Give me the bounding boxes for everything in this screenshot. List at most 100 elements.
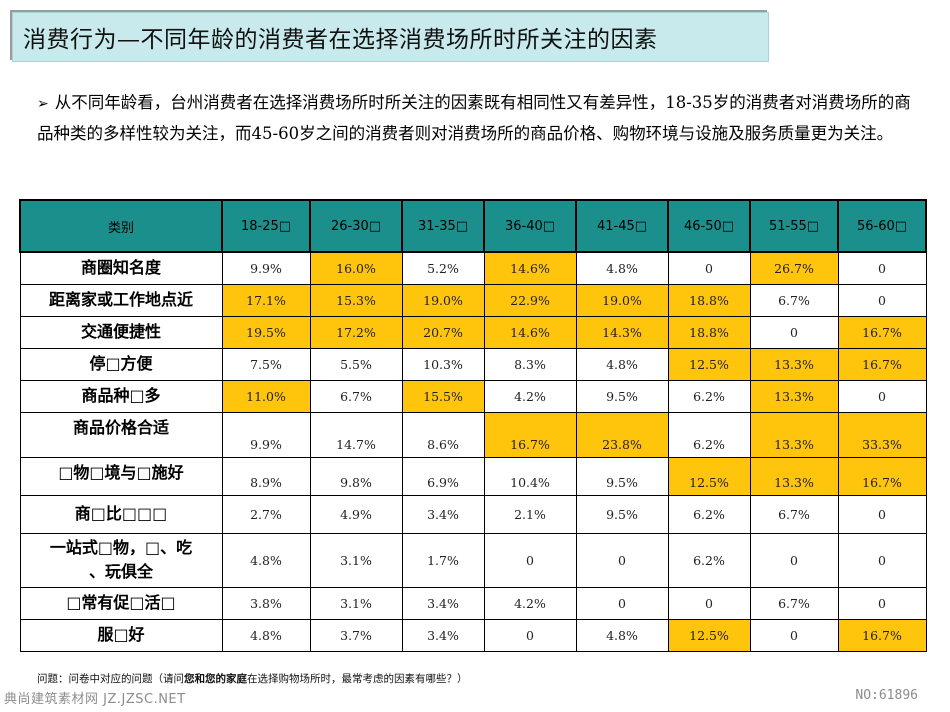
value-cell: 6.7% — [749, 283, 839, 317]
footnote-prefix: 问题：问卷中对应的问题（请问 — [37, 673, 184, 685]
value-cell: 9.9% — [221, 411, 311, 458]
value-cell: 10.3% — [401, 347, 485, 381]
footnote-suffix: 在选择购物场所时，最常考虑的因素有哪些？） — [247, 673, 468, 685]
watermark-number: NO:61896 — [855, 688, 918, 703]
value-cell: 0 — [837, 586, 927, 620]
header-age-group: 31-35□ — [401, 199, 485, 253]
value-cell: 2.1% — [483, 494, 577, 534]
value-cell: 13.3% — [749, 456, 839, 496]
value-cell: 2.7% — [221, 494, 311, 534]
value-cell: 6.2% — [667, 379, 751, 413]
value-cell: 9.8% — [309, 456, 403, 496]
header-category: 类别 — [19, 199, 223, 253]
value-cell: 9.5% — [575, 456, 669, 496]
value-cell: 3.1% — [309, 532, 403, 588]
value-cell: 4.9% — [309, 494, 403, 534]
footnote: 问题：问卷中对应的问题（请问您和您的家庭在选择购物场所时，最常考虑的因素有哪些？… — [37, 671, 468, 686]
title-banner-shadow: 消费行为—不同年龄的消费者在选择消费场所时所关注的因素 — [10, 10, 769, 62]
header-age-group: 51-55□ — [749, 199, 839, 253]
table-row: 距离家或工作地点近 17.1% 15.3% 19.0% 22.9% 19.0% 18.8% 6… — [19, 283, 927, 317]
table-row: 商品种□多 11.0% 6.7% 15.5% 4.2% 9.5% 6.2% 13.3% 0 — [19, 379, 927, 413]
value-cell: 4.8% — [221, 618, 311, 652]
value-cell: 16.7% — [483, 411, 577, 458]
value-cell: 13.3% — [749, 411, 839, 458]
value-cell: 4.8% — [575, 347, 669, 381]
value-cell: 3.4% — [401, 618, 485, 652]
value-cell: 33.3% — [837, 411, 927, 458]
value-cell: 14.3% — [575, 315, 669, 349]
table-row: 一站式□物，□、吃 、玩俱全 4.8% 3.1% 1.7% 0 0 6.2% 0 0 — [19, 532, 927, 588]
value-cell: 0 — [837, 283, 927, 317]
value-cell: 26.7% — [749, 251, 839, 285]
value-cell: 16.7% — [837, 315, 927, 349]
bullet-arrow-icon: ➢ — [37, 96, 49, 112]
footnote-bold: 您和您的家庭 — [184, 673, 247, 685]
table-row: 商品价格合适 9.9% 14.7% 8.6% 16.7% 23.8% 6.2% 13.3% 33… — [19, 411, 927, 458]
header-age-group: 26-30□ — [309, 199, 403, 253]
table-row: 交通便捷性 19.5% 17.2% 20.7% 14.6% 14.3% 18.8% 0 16.7… — [19, 315, 927, 349]
value-cell: 0 — [749, 532, 839, 588]
value-cell: 9.5% — [575, 379, 669, 413]
value-cell: 0 — [837, 379, 927, 413]
value-cell: 12.5% — [667, 456, 751, 496]
table-header-row: 类别 18-25□ 26-30□ 31-35□ 36-40□ 41-45□ 46-50□ 5… — [19, 199, 927, 253]
value-cell: 14.6% — [483, 251, 577, 285]
row-label: 交通便捷性 — [19, 315, 223, 349]
value-cell: 6.7% — [309, 379, 403, 413]
value-cell: 6.9% — [401, 456, 485, 496]
value-cell: 16.0% — [309, 251, 403, 285]
value-cell: 8.6% — [401, 411, 485, 458]
row-label: 服□好 — [19, 618, 223, 652]
value-cell: 9.5% — [575, 494, 669, 534]
value-cell: 0 — [483, 532, 577, 588]
value-cell: 15.5% — [401, 379, 485, 413]
value-cell: 0 — [667, 251, 751, 285]
row-label: 商□比□□□ — [19, 494, 223, 534]
header-age-group: 36-40□ — [483, 199, 577, 253]
value-cell: 0 — [837, 494, 927, 534]
value-cell: 6.2% — [667, 494, 751, 534]
value-cell: 0 — [483, 618, 577, 652]
summary-text: 从不同年龄看，台州消费者在选择消费场所时所关注的因素既有相同性又有差异性，18-… — [37, 93, 911, 143]
value-cell: 0 — [667, 586, 751, 620]
value-cell: 4.8% — [575, 618, 669, 652]
header-age-group: 41-45□ — [575, 199, 669, 253]
value-cell: 14.6% — [483, 315, 577, 349]
value-cell: 16.7% — [837, 347, 927, 381]
value-cell: 6.7% — [749, 494, 839, 534]
row-label: □物□境与□施好 — [19, 456, 223, 496]
value-cell: 10.4% — [483, 456, 577, 496]
value-cell: 14.7% — [309, 411, 403, 458]
value-cell: 3.4% — [401, 494, 485, 534]
summary-paragraph: ➢ 从不同年龄看，台州消费者在选择消费场所时所关注的因素既有相同性又有差异性，18… — [37, 88, 917, 149]
value-cell: 4.8% — [575, 251, 669, 285]
value-cell: 3.1% — [309, 586, 403, 620]
value-cell: 0 — [575, 532, 669, 588]
value-cell: 7.5% — [221, 347, 311, 381]
table-row: 服□好 4.8% 3.7% 3.4% 0 4.8% 12.5% 0 16.7% — [19, 618, 927, 652]
value-cell: 0 — [837, 532, 927, 588]
watermark-site: 典尚建筑素材网 JZ.JZSC.NET — [4, 692, 186, 707]
title-banner: 消费行为—不同年龄的消费者在选择消费场所时所关注的因素 — [12, 12, 769, 62]
value-cell: 3.7% — [309, 618, 403, 652]
value-cell: 8.9% — [221, 456, 311, 496]
value-cell: 6.2% — [667, 411, 751, 458]
value-cell: 12.5% — [667, 618, 751, 652]
value-cell: 4.8% — [221, 532, 311, 588]
value-cell: 0 — [575, 586, 669, 620]
value-cell: 0 — [749, 618, 839, 652]
table-row: □物□境与□施好 8.9% 9.8% 6.9% 10.4% 9.5% 12.5% 13.3% 1… — [19, 456, 927, 496]
value-cell: 3.8% — [221, 586, 311, 620]
value-cell: 22.9% — [483, 283, 577, 317]
value-cell: 0 — [837, 251, 927, 285]
value-cell: 9.9% — [221, 251, 311, 285]
factor-table: 类别 18-25□ 26-30□ 31-35□ 36-40□ 41-45□ 46-50□ 5… — [19, 199, 927, 652]
row-label: 一站式□物，□、吃 、玩俱全 — [19, 532, 223, 588]
row-label-line: 一站式□物，□、吃 — [49, 538, 193, 557]
header-age-group: 46-50□ — [667, 199, 751, 253]
value-cell: 0 — [749, 315, 839, 349]
value-cell: 11.0% — [221, 379, 311, 413]
table-row: 商圈知名度 9.9% 16.0% 5.2% 14.6% 4.8% 0 26.7% 0 — [19, 251, 927, 285]
value-cell: 20.7% — [401, 315, 485, 349]
value-cell: 4.2% — [483, 586, 577, 620]
